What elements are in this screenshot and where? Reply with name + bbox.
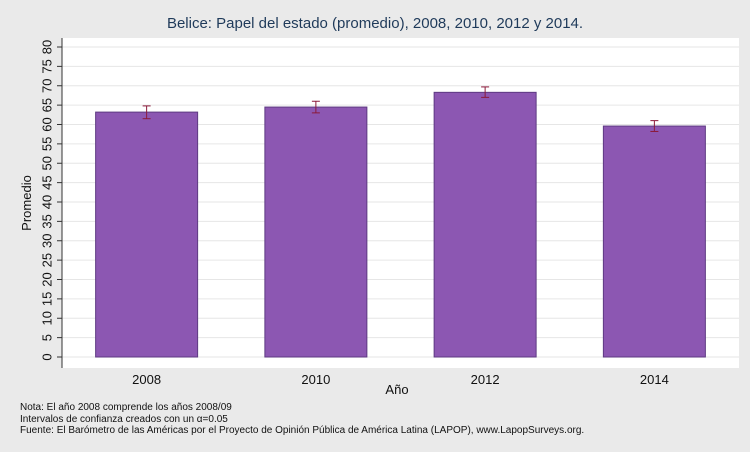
y-tick-label: 75 <box>40 59 55 73</box>
chart-title: Belice: Papel del estado (promedio), 200… <box>166 15 584 32</box>
x-tick-label: 2010 <box>301 372 330 387</box>
y-tick-label: 55 <box>40 137 55 151</box>
y-tick-label: 40 <box>40 195 55 209</box>
y-tick-label: 65 <box>40 98 55 112</box>
footnote-line: Nota: El año 2008 comprende los años 200… <box>20 402 232 413</box>
error-bars <box>142 86 659 132</box>
x-tick-label: 2008 <box>132 372 161 387</box>
y-tick-label: 60 <box>40 117 55 131</box>
footnote-line: Intervalos de confianza creados con un α… <box>20 413 228 425</box>
bar <box>602 125 706 358</box>
x-tick-label: 2012 <box>471 372 500 387</box>
y-tick-label: 20 <box>40 272 55 286</box>
bar <box>95 111 199 358</box>
y-tick-label: 35 <box>40 214 55 228</box>
y-tick-label: 15 <box>40 292 55 306</box>
footnote-line: Fuente: El Barómetro de las Américas por… <box>20 425 585 436</box>
bar <box>433 91 537 358</box>
y-tick-label: 25 <box>40 253 55 267</box>
y-tick-label: 10 <box>40 311 55 325</box>
y-axis-ticks: 0 5 10 15 20 25 30 35 40 45 50 55 60 65 70 75 80 <box>40 40 62 361</box>
bar <box>264 106 368 358</box>
y-tick-label: 0 <box>40 353 55 360</box>
y-axis-title: Promedio <box>19 175 34 231</box>
y-tick-label: 80 <box>40 40 55 54</box>
bars <box>95 91 706 358</box>
x-axis-labels: 2008 2010 2012 2014 <box>132 372 669 387</box>
x-axis-title: Año <box>385 382 408 397</box>
y-tick-label: 30 <box>40 234 55 248</box>
x-tick-label: 2014 <box>640 372 669 387</box>
y-tick-label: 5 <box>40 334 55 341</box>
y-tick-label: 45 <box>40 175 55 189</box>
y-tick-label: 50 <box>40 156 55 170</box>
y-tick-label: 70 <box>40 79 55 93</box>
footnotes: Nota: El año 2008 comprende los años 200… <box>20 402 584 437</box>
